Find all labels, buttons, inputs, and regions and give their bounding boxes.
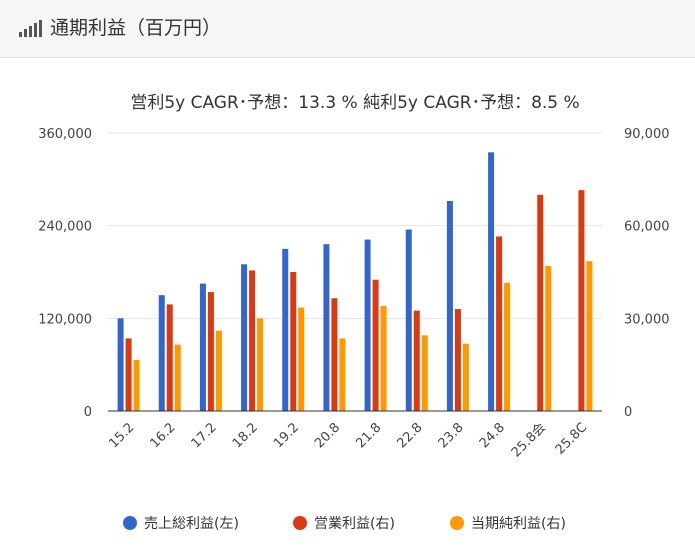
bar-net-profit-3 <box>257 318 264 411</box>
legend: 売上総利益(左) 営業利益(右) 当期純利益(右) <box>123 516 566 532</box>
bar-net-profit-7 <box>421 335 428 411</box>
bar-net-profit-2 <box>215 330 222 411</box>
bar-operating-profit-7 <box>413 310 420 411</box>
bar-net-profit-10 <box>545 265 552 411</box>
y-axis-left: 0 120,000 240,000 360,000 <box>38 127 92 420</box>
bars <box>117 152 593 412</box>
bar-net-profit-11 <box>586 261 593 411</box>
y-right-tick-label: 90,000 <box>624 127 670 142</box>
y-right-tick-label: 0 <box>624 405 632 420</box>
x-tick-label: 16.2 <box>147 420 178 451</box>
x-tick-label: 19.2 <box>271 420 302 451</box>
bar-net-profit-5 <box>339 338 346 411</box>
bar-net-profit-6 <box>380 305 387 411</box>
bar-gross-profit-0 <box>117 318 124 411</box>
bar-net-profit-9 <box>504 282 511 411</box>
y-left-tick-label: 360,000 <box>38 127 92 142</box>
panel-title: 通期利益（百万円） <box>50 17 222 39</box>
x-tick-label: 18.2 <box>230 420 261 451</box>
profit-chart: 営利5y CAGR･予想：13.3 % 純利5y CAGR･予想：8.5 % 0… <box>38 93 670 532</box>
chart-title: 営利5y CAGR･予想：13.3 % 純利5y CAGR･予想：8.5 % <box>130 93 579 113</box>
bar-gross-profit-2 <box>199 283 206 411</box>
bar-operating-profit-10 <box>537 194 544 411</box>
x-axis-labels: 15.2 16.2 17.2 18.2 19.2 20.8 21.8 22.8 23.8 24.8… <box>106 420 590 460</box>
bar-operating-profit-11 <box>578 190 585 411</box>
bar-operating-profit-6 <box>372 279 379 411</box>
legend-label: 売上総利益(左) <box>144 516 239 532</box>
y-left-tick-label: 120,000 <box>38 312 92 327</box>
x-tick-label: 15.2 <box>106 420 137 451</box>
grid-lines <box>108 132 602 319</box>
y-right-tick-label: 60,000 <box>624 220 670 235</box>
bar-operating-profit-0 <box>125 338 132 411</box>
bar-gross-profit-1 <box>158 295 165 411</box>
bar-operating-profit-8 <box>454 309 461 411</box>
bar-gross-profit-7 <box>405 229 412 411</box>
legend-swatch <box>450 516 464 530</box>
bar-gross-profit-3 <box>241 264 248 411</box>
bar-operating-profit-3 <box>249 270 256 411</box>
bar-gross-profit-5 <box>323 244 330 411</box>
y-left-tick-label: 240,000 <box>38 220 92 235</box>
x-tick-label: 23.8 <box>436 420 467 451</box>
bar-operating-profit-1 <box>166 304 173 411</box>
x-tick-label: 25.8C <box>553 420 590 457</box>
x-tick-label: 21.8 <box>353 420 384 451</box>
legend-swatch <box>123 516 137 530</box>
legend-swatch <box>293 516 307 530</box>
x-tick-label: 20.8 <box>312 420 343 451</box>
bar-net-profit-8 <box>462 343 469 411</box>
bar-net-profit-1 <box>174 344 181 411</box>
bar-operating-profit-2 <box>207 292 214 411</box>
legend-label: 当期純利益(右) <box>471 516 566 532</box>
bar-operating-profit-4 <box>290 272 297 411</box>
bar-net-profit-4 <box>298 307 305 411</box>
bar-gross-profit-6 <box>364 239 371 411</box>
x-tick-label: 22.8 <box>394 420 425 451</box>
bar-gross-profit-8 <box>446 200 453 411</box>
y-axis-right: 0 30,000 60,000 90,000 <box>624 127 670 420</box>
x-tick-label: 24.8 <box>477 420 508 451</box>
legend-label: 営業利益(右) <box>314 516 395 532</box>
y-left-tick-label: 0 <box>84 405 92 420</box>
y-right-tick-label: 30,000 <box>624 312 670 327</box>
x-tick-label: 17.2 <box>189 420 220 451</box>
bar-gross-profit-4 <box>282 248 289 411</box>
bar-net-profit-0 <box>133 360 140 411</box>
bar-operating-profit-9 <box>496 236 503 411</box>
bar-operating-profit-5 <box>331 298 338 411</box>
bar-gross-profit-9 <box>488 152 495 412</box>
panel-header: 通期利益（百万円） <box>0 0 695 58</box>
signal-bars-icon <box>19 20 42 37</box>
x-tick-label: 25.8会 <box>509 420 549 460</box>
